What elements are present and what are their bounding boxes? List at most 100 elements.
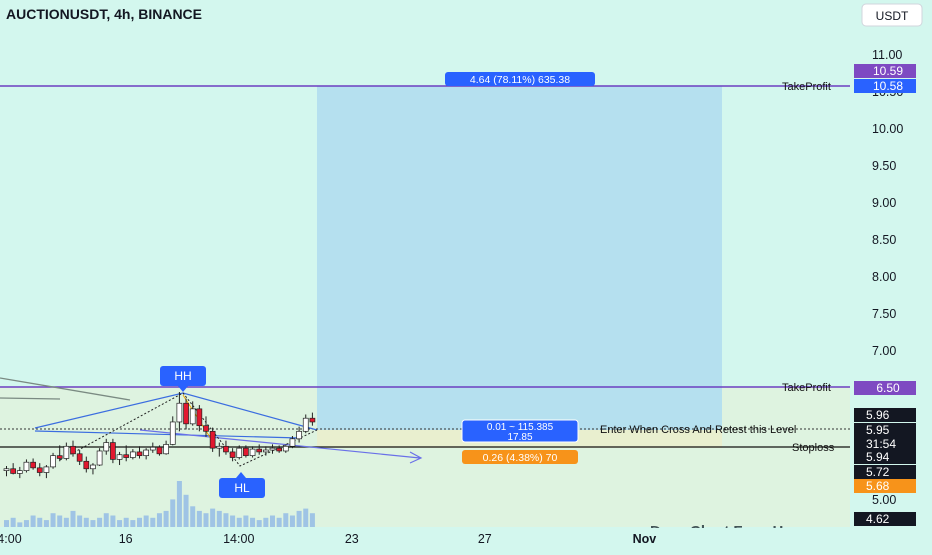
hl-label[interactable]: HL (219, 472, 265, 498)
trend-line-grey-2[interactable] (0, 397, 61, 400)
candle-body-down (229, 451, 236, 458)
currency-button[interactable]: USDT (861, 3, 923, 27)
candle[interactable] (229, 448, 236, 462)
candle[interactable] (169, 416, 176, 446)
candle[interactable] (269, 444, 276, 454)
volume-bar (4, 520, 9, 527)
candle[interactable] (123, 445, 130, 462)
volume-bar (90, 520, 96, 527)
candle[interactable] (36, 463, 43, 477)
candle-body-up (149, 446, 156, 451)
badge-4-62: 4.62 (866, 512, 890, 526)
candle[interactable] (209, 427, 216, 452)
candle[interactable] (130, 449, 136, 460)
volume-bar (156, 513, 162, 527)
entry-label[interactable]: 0.01 ~ 115.385 17.85 (461, 419, 579, 443)
badge-5-95: 5.95 (866, 423, 890, 437)
candle[interactable] (103, 438, 110, 455)
candle[interactable] (176, 392, 183, 432)
candle-body-down (36, 467, 43, 473)
volume-bar (50, 513, 56, 527)
candle[interactable] (223, 440, 229, 455)
candle[interactable] (156, 445, 163, 456)
volume-bar (143, 515, 149, 527)
trend-line-arrow[interactable] (139, 429, 421, 459)
candles[interactable] (3, 392, 316, 479)
candle[interactable] (30, 458, 36, 470)
volume-bar (270, 515, 275, 527)
candle[interactable] (203, 416, 209, 437)
candle[interactable] (289, 436, 296, 449)
candle[interactable] (236, 445, 243, 460)
volume-bar (309, 513, 315, 527)
candle[interactable] (136, 446, 143, 459)
candle[interactable] (143, 448, 149, 460)
candle[interactable] (296, 426, 302, 443)
candle[interactable] (276, 445, 282, 453)
candle-body-down (76, 453, 83, 462)
candle[interactable] (183, 398, 189, 430)
candle[interactable] (76, 450, 83, 466)
candle[interactable] (23, 459, 30, 473)
volume-bar (57, 515, 63, 527)
y-tick-label: 7.50 (872, 307, 896, 321)
candle[interactable] (309, 412, 316, 426)
candle[interactable] (50, 452, 56, 469)
badge-10-58: 10.58 (854, 79, 916, 93)
hh-label[interactable]: HH (160, 366, 206, 392)
candle[interactable] (63, 442, 70, 461)
volume-bar (296, 510, 302, 527)
candle[interactable] (263, 446, 269, 456)
volume-bar (10, 517, 16, 527)
candle-body-up (302, 417, 309, 432)
candle[interactable] (249, 446, 256, 458)
badge-5-94: 5.94 (866, 450, 890, 464)
x-tick-label: 23 (345, 532, 359, 546)
candle-body-down (156, 446, 163, 455)
volume-bar (123, 517, 129, 527)
candle[interactable] (96, 448, 103, 466)
candle-body-down (110, 442, 116, 460)
candle[interactable] (90, 463, 96, 475)
badge-stack: 5.96 5.95 31:54 5.94 5.72 5.68 4.62 (854, 408, 916, 526)
candle-body-up (296, 430, 302, 440)
candle[interactable] (243, 445, 249, 458)
candle-body-up (16, 470, 23, 474)
candle[interactable] (216, 442, 223, 457)
candle[interactable] (16, 466, 23, 479)
candle[interactable] (189, 401, 196, 426)
y-tick-label: 9.00 (872, 196, 896, 210)
candle[interactable] (10, 463, 16, 475)
trend-line-grey[interactable] (0, 377, 131, 401)
volume-bar (37, 517, 43, 527)
volume-bar (83, 517, 89, 527)
candle[interactable] (282, 444, 289, 453)
candle[interactable] (149, 442, 156, 453)
candle[interactable] (163, 440, 169, 455)
volume-bar (70, 510, 76, 527)
candle[interactable] (196, 405, 203, 432)
candle[interactable] (43, 465, 50, 479)
badge-5-96: 5.96 (866, 408, 890, 422)
target-zone (317, 86, 722, 430)
stop-label[interactable]: 0.26 (4.38%) 70 (462, 450, 578, 464)
candle[interactable] (116, 451, 123, 466)
candle[interactable] (3, 465, 10, 477)
time-axis[interactable] (0, 528, 850, 550)
candle-body-up (143, 449, 149, 457)
y-tick-label: 7.00 (872, 344, 896, 358)
y-tick-label: 11.00 (872, 48, 902, 62)
hh-text: HH (174, 369, 191, 383)
candle[interactable] (110, 438, 116, 464)
candle[interactable] (256, 444, 263, 455)
candle[interactable] (302, 414, 309, 434)
target-label[interactable]: 4.64 (78.11%) 635.38 (445, 72, 595, 86)
candle-body-down (183, 402, 189, 425)
trend-line-blue-2[interactable] (34, 430, 301, 439)
candle[interactable] (83, 456, 90, 473)
candle[interactable] (56, 445, 63, 462)
badge-10-58-text: 10.58 (873, 79, 903, 93)
candle[interactable] (70, 440, 76, 457)
